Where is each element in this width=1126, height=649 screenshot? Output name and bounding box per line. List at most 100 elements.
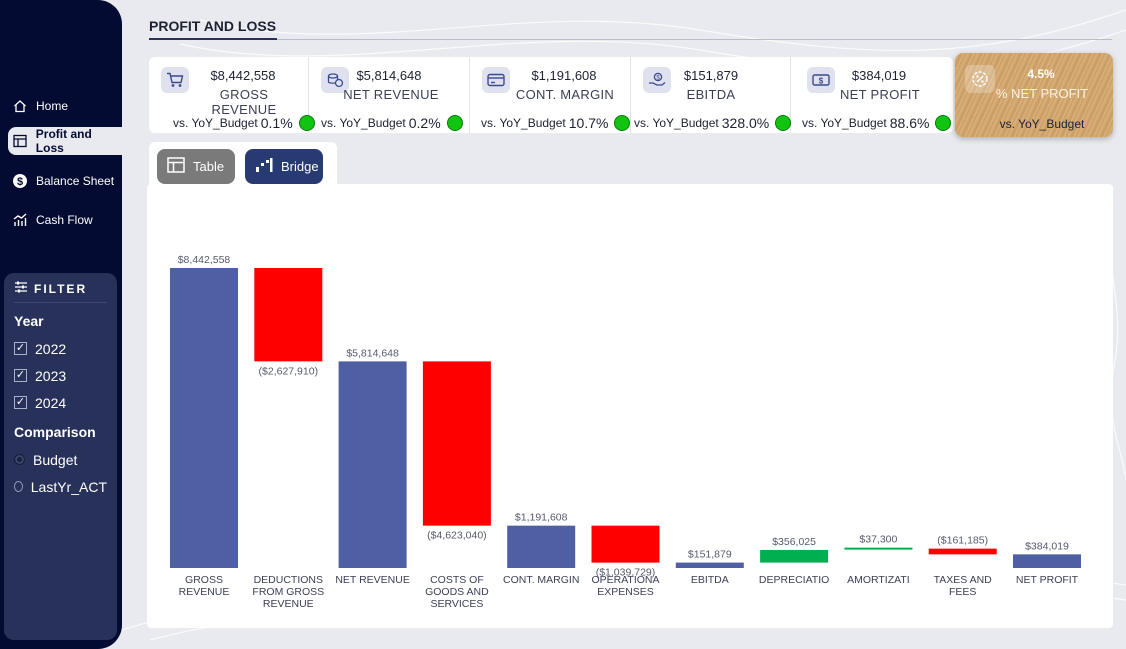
- percent-badge-icon: [965, 65, 995, 93]
- kpi-card-cont-margin[interactable]: $1,191,608 CONT. MARGIN vs. YoY_Budget 10…: [470, 57, 631, 133]
- comparison-option-lastyr-act[interactable]: LastYr_ACT: [14, 473, 107, 500]
- year-option-2022[interactable]: ✓ 2022: [14, 335, 107, 362]
- kpi-comparison-pct: 10.7%: [568, 115, 609, 131]
- waterfall-chart-panel: $8,442,558 GROSS REVENUE ($2,627,910) DEDUCT…: [147, 184, 1113, 628]
- home-icon: [12, 98, 28, 114]
- kpi-label: GROSS REVENUE: [211, 87, 277, 117]
- comparison-option-budget[interactable]: Budget: [14, 446, 107, 473]
- kpi-comparison-text: vs. YoY_Budget: [999, 117, 1085, 131]
- coins-icon: [321, 67, 349, 93]
- category-label: SERVICES: [430, 598, 483, 610]
- svg-text:$: $: [656, 75, 660, 81]
- status-dot-icon: [614, 115, 631, 131]
- status-dot-icon: [775, 115, 792, 131]
- nav-item-home[interactable]: Home: [8, 92, 122, 120]
- bar-chart-icon: [12, 212, 28, 228]
- title-divider: [149, 39, 1112, 40]
- waterfall-bar[interactable]: [254, 268, 323, 362]
- kpi-label: % NET PROFIT: [995, 86, 1089, 101]
- kpi-card-net-revenue[interactable]: $5,814,648 NET REVENUE vs. YoY_Budget 0.2…: [309, 57, 470, 133]
- kpi-comparison-pct: 0.1%: [260, 115, 293, 131]
- kpi-comparison: vs. YoY_Budget 10.7%: [481, 115, 631, 131]
- waterfall-bar[interactable]: [844, 547, 913, 550]
- kpi-value: $5,814,648: [356, 68, 422, 83]
- data-label: $37,300: [859, 534, 897, 546]
- waterfall-chart: $8,442,558GROSSREVENUE($2,627,910)DEDUCT…: [170, 254, 1081, 610]
- comparison-label: Budget: [33, 451, 78, 468]
- data-label: ($161,185): [937, 535, 988, 547]
- kpi-card-net-profit[interactable]: $ $384,019 NET PROFIT vs. YoY_Budget 88.6…: [791, 57, 953, 133]
- kpi-label: EBITDA: [686, 87, 736, 102]
- kpi-value: $151,879: [683, 68, 739, 83]
- waterfall-bar[interactable]: [1013, 554, 1081, 568]
- category-label: GROSS: [185, 574, 223, 586]
- data-label: $151,879: [688, 549, 732, 561]
- kpi-strip: $8,442,558 GROSS REVENUE vs. YoY_Budget 0…: [149, 57, 953, 133]
- data-label: ($1,039,729): [596, 567, 656, 579]
- hand-coin-icon: $: [643, 67, 671, 93]
- nav-item-cash-flow[interactable]: Cash Flow: [8, 206, 122, 234]
- kpi-label: CONT. MARGIN: [515, 87, 615, 102]
- sliders-icon: [14, 281, 28, 296]
- year-label: 2022: [35, 340, 67, 357]
- waterfall-bar[interactable]: [928, 548, 997, 555]
- waterfall-bar[interactable]: [170, 268, 238, 568]
- data-label: $356,025: [772, 536, 816, 548]
- category-label: CONT. MARGIN: [503, 574, 579, 586]
- nav-item-label: Balance Sheet: [36, 174, 115, 188]
- category-label: FEES: [949, 586, 976, 598]
- bridge-view-button[interactable]: Bridge: [245, 149, 323, 184]
- data-label: $384,019: [1025, 540, 1069, 552]
- kpi-comparison: vs. YoY_Budget 328.0%: [634, 115, 792, 131]
- category-label: NET REVENUE: [335, 574, 410, 586]
- category-label: NET PROFIT: [1016, 574, 1079, 586]
- category-label: DEDUCTIONS: [254, 574, 323, 586]
- kpi-comparison: vs. YoY_Budget 0.1%: [173, 115, 315, 131]
- kpi-label: NET PROFIT: [839, 87, 921, 102]
- banknote-icon: $: [807, 67, 835, 93]
- comparison-label: LastYr_ACT: [30, 478, 107, 495]
- checkbox-checked-icon: ✓: [14, 369, 27, 382]
- kpi-card-net-profit-percent[interactable]: 4.5% % NET PROFIT vs. YoY_Budget: [955, 53, 1113, 137]
- category-label: EBITDA: [691, 574, 729, 586]
- waterfall-bar[interactable]: [675, 562, 744, 568]
- category-label: OPERATIONA: [591, 574, 659, 586]
- radio-selected-icon: [14, 454, 25, 465]
- waterfall-icon: [255, 157, 273, 176]
- kpi-value: 4.5%: [1027, 67, 1055, 81]
- kpi-card-gross-revenue[interactable]: $8,442,558 GROSS REVENUE vs. YoY_Budget 0…: [149, 57, 315, 133]
- status-dot-icon: [446, 115, 463, 131]
- category-label: REVENUE: [179, 586, 230, 598]
- waterfall-bar[interactable]: [591, 525, 660, 563]
- view-toggle: Table Bridge: [149, 142, 337, 186]
- year-option-2024[interactable]: ✓ 2024: [14, 389, 107, 416]
- kpi-value: $1,191,608: [531, 68, 597, 83]
- kpi-comparison-text: vs. YoY_Budget: [321, 116, 406, 130]
- waterfall-bar[interactable]: [507, 525, 576, 568]
- kpi-comparison-text: vs. YoY_Budget: [481, 116, 566, 130]
- title-underline: [149, 38, 277, 40]
- waterfall-bar[interactable]: [760, 549, 829, 563]
- kpi-label: NET REVENUE: [343, 87, 439, 102]
- kpi-comparison-text: vs. YoY_Budget: [802, 116, 887, 130]
- table-icon: [167, 157, 185, 176]
- comparison-heading: Comparison: [14, 424, 96, 440]
- waterfall-bar[interactable]: [422, 361, 491, 526]
- table-view-button[interactable]: Table: [157, 149, 235, 184]
- filter-title: FILTER: [34, 281, 88, 296]
- kpi-value: $384,019: [851, 68, 907, 83]
- waterfall-bar[interactable]: [338, 361, 407, 568]
- category-label: TAXES AND: [934, 574, 993, 586]
- data-label: $5,814,648: [346, 347, 399, 359]
- data-label: ($2,627,910): [259, 365, 319, 377]
- nav-item-profit-and-loss[interactable]: Profit and Loss: [8, 127, 122, 155]
- nav-item-balance-sheet[interactable]: $ Balance Sheet: [8, 167, 122, 195]
- category-label: FROM GROSS: [252, 586, 324, 598]
- cart-icon: [161, 67, 189, 93]
- checkbox-checked-icon: ✓: [14, 396, 27, 409]
- kpi-comparison: vs. YoY_Budget 0.2%: [321, 115, 463, 131]
- year-option-2023[interactable]: ✓ 2023: [14, 362, 107, 389]
- kpi-card-ebitda[interactable]: $ $151,879 EBITDA vs. YoY_Budget 328.0%: [631, 57, 792, 133]
- nav-item-label: Home: [36, 99, 69, 113]
- nav-item-label: Profit and Loss: [35, 127, 92, 155]
